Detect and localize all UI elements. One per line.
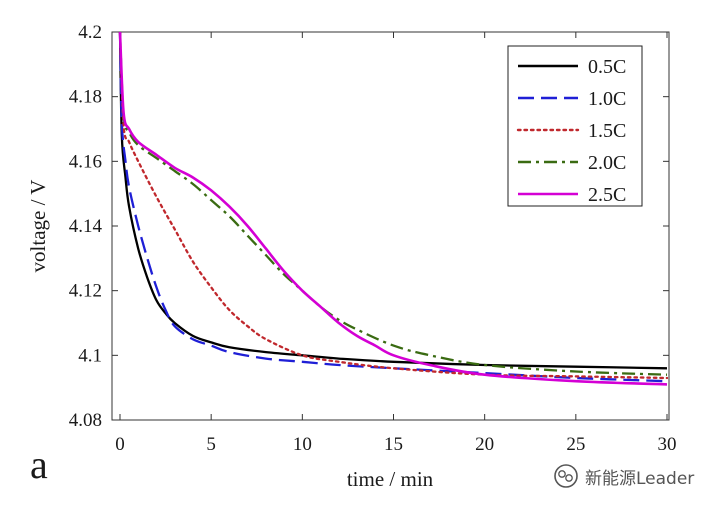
watermark: 新能源Leader xyxy=(553,461,694,491)
y-tick-label: 4.08 xyxy=(69,410,102,431)
legend-box xyxy=(507,45,643,207)
legend-label: 1.0C xyxy=(588,88,626,110)
y-tick-label: 4.1 xyxy=(78,345,102,366)
legend: 0.5C 1.0C 1.5C 2.0C 2.5C xyxy=(507,45,643,207)
x-tick-label: 5 xyxy=(206,434,216,455)
x-tick-label: 20 xyxy=(475,434,494,455)
x-axis: 0 5 10 15 20 25 30 xyxy=(115,32,677,455)
panel-label: a xyxy=(30,442,48,487)
x-tick-label: 10 xyxy=(293,434,312,455)
x-tick-label: 30 xyxy=(658,434,677,455)
y-tick-label: 4.16 xyxy=(69,151,102,172)
x-tick-label: 0 xyxy=(115,434,125,455)
wechat-logo-icon xyxy=(554,464,578,488)
legend-label: 2.0C xyxy=(588,152,626,174)
watermark-text: 新能源Leader xyxy=(585,468,695,489)
y-tick-label: 4.18 xyxy=(69,87,102,108)
series-line-2-5c xyxy=(118,32,668,386)
legend-label: 0.5C xyxy=(588,56,626,78)
y-axis-label: voltage / V xyxy=(26,180,50,273)
legend-label: 1.5C xyxy=(588,120,626,142)
plot-area xyxy=(118,32,669,386)
y-tick-label: 4.12 xyxy=(69,281,102,302)
x-tick-label: 15 xyxy=(384,434,403,455)
series-line-1-0c xyxy=(118,32,668,383)
legend-label: 2.5C xyxy=(588,184,626,206)
series-line-2-0c xyxy=(118,32,668,376)
y-tick-label: 4.14 xyxy=(69,216,103,237)
y-tick-label: 4.2 xyxy=(78,22,102,43)
series-line-1-5c xyxy=(118,32,669,380)
y-axis: 4.08 4.1 4.12 4.14 4.16 4.18 4.2 xyxy=(69,22,669,431)
x-axis-label: time / min xyxy=(347,467,434,491)
x-tick-label: 25 xyxy=(566,434,585,455)
